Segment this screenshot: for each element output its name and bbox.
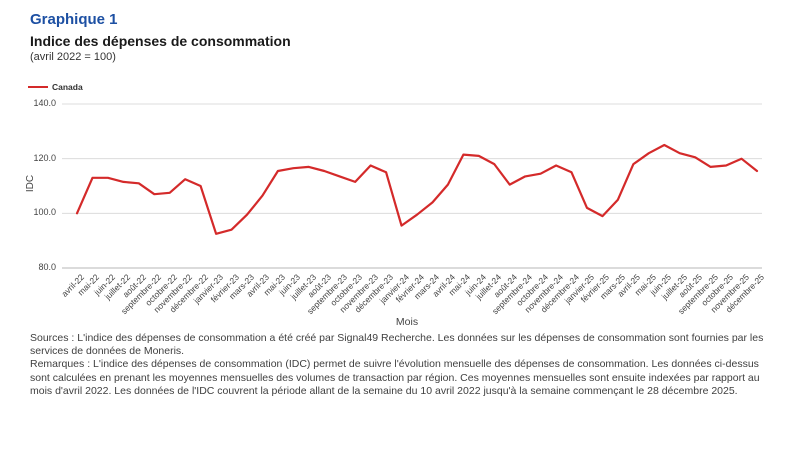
legend-label-canada: Canada — [52, 82, 83, 92]
y-tick-label: 140.0 — [33, 98, 56, 108]
sources-note: Sources : L'indice des dépenses de conso… — [30, 332, 764, 358]
page-title: Indice des dépenses de consommation — [30, 33, 291, 49]
consumption-index-line-chart: 80.0 100.0 120.0 140.0 avril-22 mai-22 juin-2… — [25, 98, 766, 328]
x-axis-title: Mois — [395, 316, 419, 328]
y-axis-title: IDC — [25, 174, 37, 193]
y-tick-label: 100.0 — [33, 207, 56, 218]
footnotes: Sources : L'indice des dépenses de conso… — [30, 332, 778, 398]
canada-series-line — [75, 143, 759, 235]
legend: Canada — [28, 82, 83, 92]
legend-line-icon — [28, 86, 48, 88]
y-tick-label: 120.0 — [33, 152, 56, 163]
y-tick-label: 80.0 — [38, 262, 56, 272]
page-subtitle: (avril 2022 = 100) — [30, 51, 116, 63]
remarques-note: Remarques : L'indice des dépenses de con… — [30, 358, 760, 397]
chart-number: Graphique 1 — [30, 11, 118, 28]
plot-area — [62, 103, 762, 269]
